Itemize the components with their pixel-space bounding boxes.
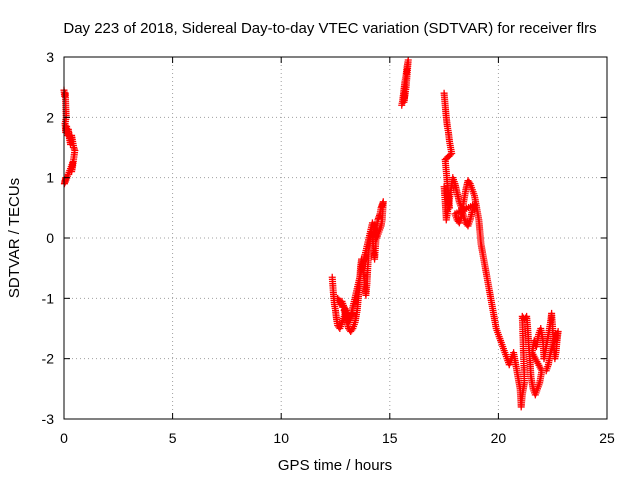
grid-lines: [64, 57, 607, 419]
plot-frame: [63, 56, 608, 420]
y-tick-label: -3: [42, 411, 55, 427]
x-tick-label: 25: [599, 430, 615, 446]
x-tick-label: 10: [273, 430, 289, 446]
data-point-marker: [442, 154, 450, 162]
x-axis-label: GPS time / hours: [278, 457, 392, 474]
data-points: [60, 56, 562, 411]
data-point-marker: [342, 308, 350, 316]
y-tick-label: -1: [42, 290, 55, 306]
data-point-marker: [401, 89, 409, 97]
data-point-marker: [348, 326, 356, 334]
axis-ticks: 0 5 10 15 20 25 -3 -2 -1 0 1 2 3: [42, 49, 615, 446]
y-tick-label: 1: [46, 170, 54, 186]
y-tick-label: 3: [46, 49, 54, 65]
data-point-marker: [343, 309, 351, 317]
y-tick-label: 2: [46, 109, 54, 125]
x-tick-label: 20: [491, 430, 507, 446]
x-tick-label: 5: [169, 430, 177, 446]
y-tick-label: 0: [46, 230, 54, 246]
data-point-marker: [465, 178, 473, 186]
data-point-marker: [542, 367, 550, 375]
x-tick-label: 15: [382, 430, 398, 446]
y-axis-label: SDTVAR / TECUs: [6, 178, 23, 298]
x-tick-label: 0: [60, 430, 68, 446]
chart-title: Day 223 of 2018, Sidereal Day-to-day VTE…: [63, 20, 596, 37]
y-tick-label: -2: [42, 351, 55, 367]
